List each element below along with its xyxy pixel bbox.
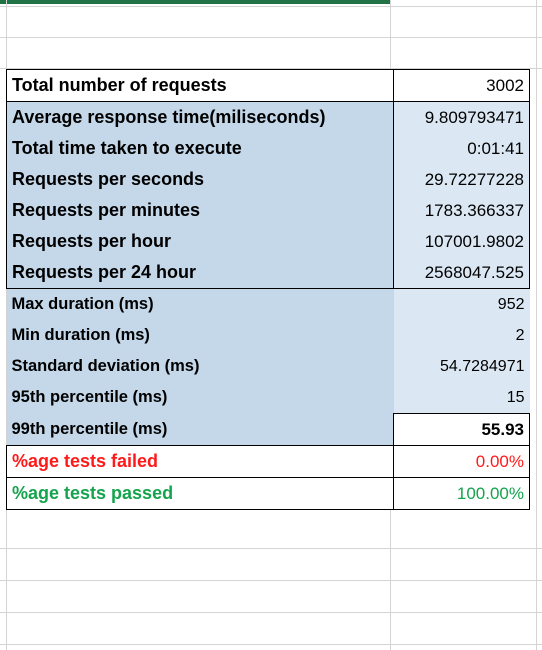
- row-gridline: [0, 580, 542, 581]
- table-row: 99th percentile (ms) 55.93: [6, 413, 530, 446]
- row-gridline: [0, 644, 542, 645]
- metric-value-cell[interactable]: 55.93: [393, 413, 530, 446]
- metric-label-cell[interactable]: Max duration (ms): [6, 288, 394, 320]
- metric-label-cell[interactable]: Average response time(miliseconds): [6, 101, 394, 133]
- row-gridline: [0, 6, 542, 7]
- table-row: Requests per 24 hour 2568047.525: [6, 257, 530, 289]
- row-gridline: [0, 612, 542, 613]
- metric-value-cell[interactable]: 3002: [393, 69, 530, 102]
- metric-value-cell[interactable]: 29.72277228: [393, 164, 530, 195]
- metric-value-cell[interactable]: 0:01:41: [393, 133, 530, 164]
- table-row: Requests per hour 107001.9802: [6, 226, 530, 257]
- table-row: Max duration (ms) 952: [6, 288, 530, 320]
- table-row: Requests per minutes 1783.366337: [6, 195, 530, 226]
- metric-label-cell[interactable]: 99th percentile (ms): [6, 413, 394, 446]
- metric-label-cell[interactable]: Total number of requests: [6, 69, 394, 102]
- table-row: Total number of requests 3002: [6, 69, 530, 102]
- metric-label-cell[interactable]: Requests per minutes: [6, 195, 394, 226]
- passed-value-cell[interactable]: 100.00%: [393, 477, 530, 510]
- metric-label-cell[interactable]: Standard deviation (ms): [6, 351, 394, 382]
- table-row: Requests per seconds 29.72277228: [6, 164, 530, 195]
- table-row: %age tests failed 0.00%: [6, 445, 530, 478]
- table-row: Standard deviation (ms) 54.7284971: [6, 351, 530, 382]
- metric-value-cell[interactable]: 107001.9802: [393, 226, 530, 257]
- table-row: %age tests passed 100.00%: [6, 477, 530, 510]
- failed-value-cell[interactable]: 0.00%: [393, 445, 530, 478]
- row-gridline: [0, 68, 542, 69]
- passed-label-cell[interactable]: %age tests passed: [6, 477, 394, 510]
- metric-label-cell[interactable]: Requests per hour: [6, 226, 394, 257]
- metric-value-cell[interactable]: 2: [393, 320, 530, 351]
- metric-value-cell[interactable]: 9.809793471: [393, 101, 530, 133]
- metric-label-cell[interactable]: 95th percentile (ms): [6, 382, 394, 414]
- table-row: Average response time(miliseconds) 9.809…: [6, 101, 530, 133]
- column-gridline: [536, 0, 537, 650]
- metric-label-cell[interactable]: Total time taken to execute: [6, 133, 394, 164]
- metric-value-cell[interactable]: 54.7284971: [393, 351, 530, 382]
- metric-label-cell[interactable]: Min duration (ms): [6, 320, 394, 351]
- metric-value-cell[interactable]: 952: [393, 288, 530, 320]
- failed-label-cell[interactable]: %age tests failed: [6, 445, 394, 478]
- table-row: Min duration (ms) 2: [6, 320, 530, 351]
- metric-label-cell[interactable]: Requests per 24 hour: [6, 257, 394, 289]
- metric-value-cell[interactable]: 1783.366337: [393, 195, 530, 226]
- row-gridline: [0, 548, 542, 549]
- selected-cell-border: [0, 0, 390, 4]
- metric-value-cell[interactable]: 15: [393, 382, 530, 414]
- row-gridline: [0, 37, 542, 38]
- metrics-table: Total number of requests 3002 Average re…: [6, 69, 530, 510]
- metric-value-cell[interactable]: 2568047.525: [393, 257, 530, 289]
- table-row: Total time taken to execute 0:01:41: [6, 133, 530, 164]
- metric-label-cell[interactable]: Requests per seconds: [6, 164, 394, 195]
- table-row: 95th percentile (ms) 15: [6, 382, 530, 414]
